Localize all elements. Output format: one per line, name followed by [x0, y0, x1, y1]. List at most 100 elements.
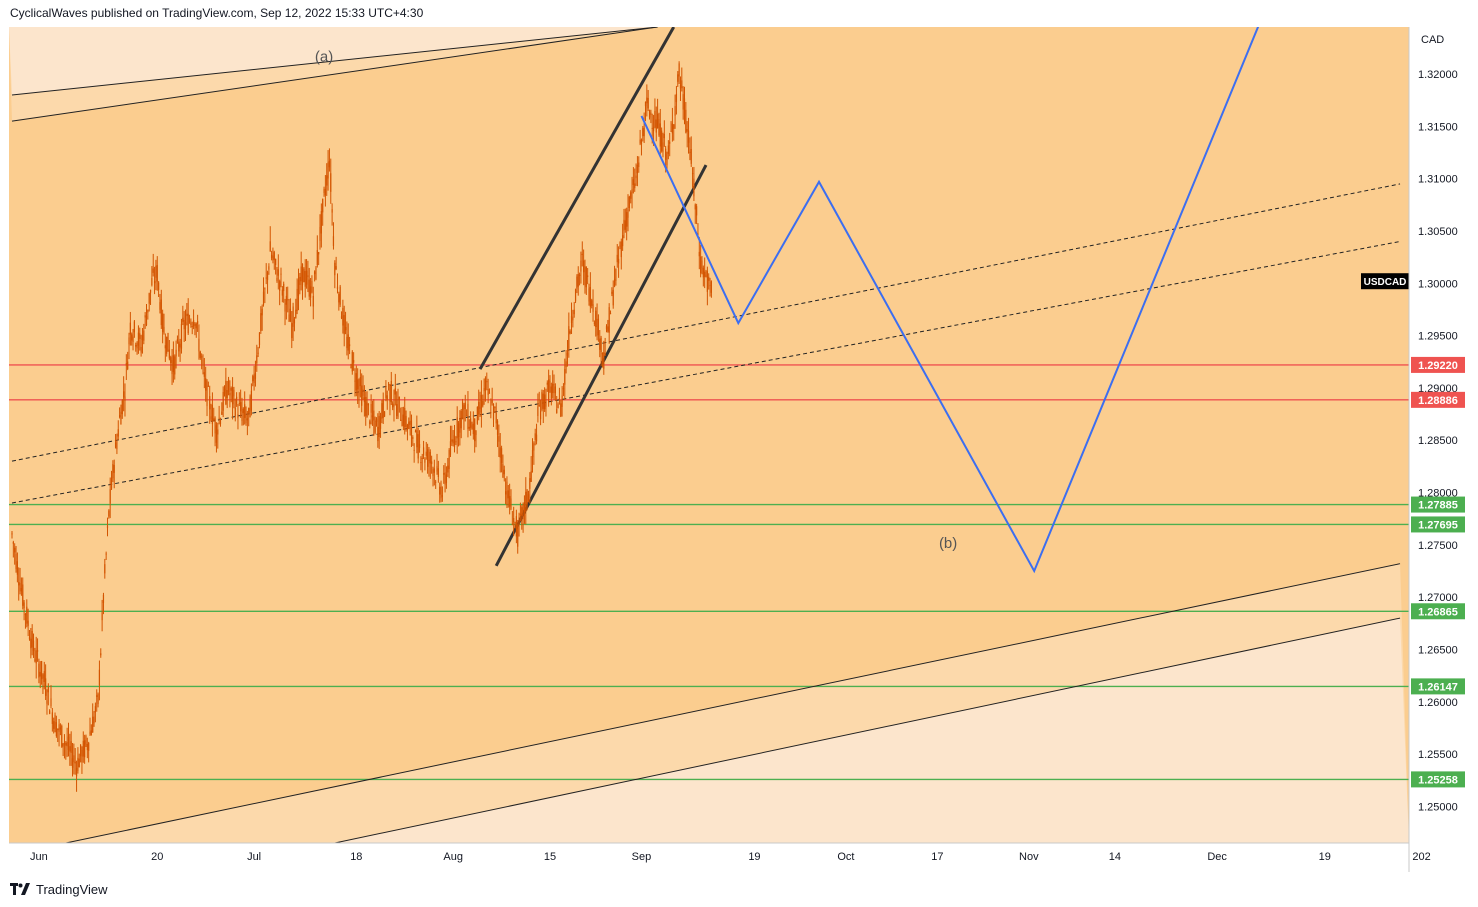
candle-body — [402, 414, 404, 426]
tradingview-logo-icon — [10, 882, 30, 896]
candle-body — [691, 173, 694, 175]
candle-body — [619, 245, 621, 247]
candle-body — [611, 291, 613, 294]
candle-body — [428, 459, 430, 462]
candle-body — [613, 278, 616, 287]
candle-body — [405, 415, 407, 427]
candle-body — [176, 339, 179, 342]
candle-body — [242, 408, 244, 414]
candle-body — [327, 162, 329, 179]
candle-body — [550, 386, 552, 399]
candle-body — [530, 470, 532, 482]
symbol-badge-text: USDCAD — [1364, 277, 1407, 288]
candle-body — [400, 419, 402, 421]
candle-body — [459, 418, 461, 433]
candle-body — [148, 293, 150, 304]
candle-body — [12, 542, 14, 544]
price-tick-label: 1.31000 — [1418, 174, 1458, 186]
candle-body — [447, 465, 449, 473]
candle-body — [199, 351, 201, 358]
candle-body — [709, 285, 711, 287]
candle-body — [457, 423, 460, 437]
candle-body — [686, 129, 688, 132]
candle-body — [491, 399, 493, 404]
candle-body — [475, 430, 477, 436]
candle-body — [24, 614, 27, 616]
candle-body — [45, 678, 47, 696]
candle-body — [474, 418, 476, 442]
level-price-badge — [1411, 356, 1465, 373]
candle-body — [210, 416, 212, 420]
candle-body — [545, 401, 547, 407]
candle-body — [490, 412, 492, 414]
candle-body — [314, 271, 316, 275]
candle-body — [54, 715, 56, 733]
candle-body — [269, 241, 271, 252]
candle-body — [417, 434, 419, 459]
candle-body — [168, 349, 170, 359]
tradingview-footer[interactable]: TradingView — [10, 878, 108, 900]
candle-body — [427, 449, 429, 467]
channel-line — [478, 27, 676, 370]
candle-body — [19, 582, 21, 592]
candle-body — [128, 337, 130, 345]
candle-body — [666, 153, 668, 166]
candle-body — [308, 279, 310, 297]
candle-body — [117, 429, 119, 437]
candle-body — [197, 321, 199, 325]
price-chart[interactable]: (a) (b) CAD 1.32000 1.31500 1.31000 1.30500 1.… — [9, 27, 1469, 872]
level-price-badge — [1411, 603, 1465, 620]
candle-body — [623, 219, 625, 231]
candle-body — [509, 496, 511, 507]
chart-area[interactable]: (a) (b) CAD 1.32000 1.31500 1.31000 1.30500 1.… — [9, 27, 1469, 872]
candle-body — [62, 743, 64, 747]
candle-body — [373, 410, 375, 421]
candle-body — [355, 373, 357, 391]
wave-annotations: (a) (b) — [315, 49, 957, 552]
candle-body — [147, 309, 149, 313]
candle-body — [218, 417, 220, 419]
candle-body — [225, 380, 227, 405]
time-tick-label: Dec — [1207, 851, 1227, 863]
time-tick-label: 202 — [1412, 851, 1430, 863]
candle-body — [191, 326, 193, 328]
candle-body — [553, 384, 555, 386]
candle-body — [628, 196, 630, 209]
candle-body — [236, 396, 238, 405]
candle-body — [424, 459, 426, 463]
candle-body — [470, 418, 472, 428]
candle-body — [583, 260, 585, 273]
candle-body — [35, 650, 37, 664]
price-tick-label: 1.27000 — [1418, 592, 1458, 604]
candle-body — [537, 406, 539, 417]
candle-body — [85, 735, 87, 745]
candle-body — [704, 271, 706, 278]
candle-body — [82, 740, 84, 757]
candle-body — [677, 74, 679, 82]
candle-body — [366, 402, 368, 418]
candle-body — [522, 504, 524, 519]
candle-body — [180, 323, 183, 349]
candle-body — [560, 403, 562, 417]
candle-body — [164, 345, 166, 349]
candle-body — [515, 516, 517, 537]
price-tick-label: 1.31500 — [1418, 121, 1458, 133]
candle-body — [525, 491, 527, 512]
time-tick-label: 18 — [350, 851, 362, 863]
candle-body — [546, 382, 548, 385]
candle-body — [599, 338, 601, 350]
candle-body — [690, 149, 692, 164]
candle-body — [36, 650, 39, 652]
candle-body — [120, 411, 122, 425]
candle-body — [256, 355, 258, 364]
candle-body — [358, 385, 360, 396]
candle-body — [109, 489, 111, 504]
level-price-text: 1.28886 — [1418, 395, 1458, 407]
candle-body — [612, 289, 614, 306]
time-tick-label: 15 — [544, 851, 556, 863]
candle-body — [275, 258, 277, 265]
candle-body — [361, 385, 363, 406]
candle-body — [18, 582, 20, 586]
candle-body — [635, 175, 637, 179]
candle-body — [659, 123, 661, 147]
